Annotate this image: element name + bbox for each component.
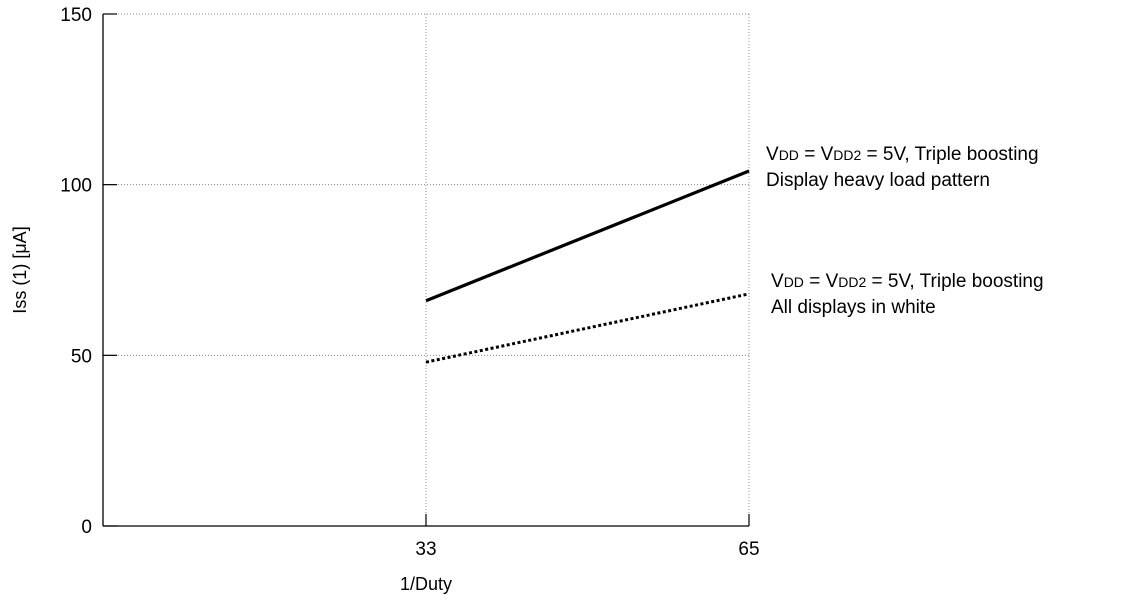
x-ticks: 33 65	[415, 514, 760, 560]
annotation-subscript: DD2	[838, 274, 866, 290]
annotation-text: = 5V, Triple boosting	[861, 144, 1038, 165]
grid-lines	[103, 13, 750, 526]
y-tick-label: 50	[71, 346, 92, 367]
annotation-text: V	[771, 271, 784, 292]
annotation-subscript: DD	[784, 274, 804, 290]
x-tick-label: 33	[415, 539, 436, 560]
annotation-subscript: DD2	[833, 147, 861, 163]
annotation-description-line: All displays in white	[771, 297, 936, 318]
annotation-description-line: Display heavy load pattern	[766, 170, 990, 191]
series-line-dotted	[425, 292, 750, 364]
annotation-condition-line: VDD = VDD2 = 5V, Triple boosting	[771, 271, 1044, 292]
y-axis-title: Iss (1) [μA]	[10, 226, 30, 313]
series-line-solid	[425, 169, 750, 303]
annotation-text: = 5V, Triple boosting	[866, 271, 1043, 292]
annotation-text: = V	[804, 271, 839, 292]
annotations: VDD = VDD2 = 5V, Triple boostingDisplay …	[766, 144, 1044, 318]
x-axis-title: 1/Duty	[400, 574, 452, 594]
x-tick-label: 65	[738, 539, 759, 560]
annotation-text: = V	[799, 144, 834, 165]
annotation-subscript: DD	[779, 147, 799, 163]
y-tick-label: 100	[60, 176, 92, 197]
annotation-text: V	[766, 144, 779, 165]
y-tick-label: 0	[81, 517, 92, 538]
annotation-condition-line: VDD = VDD2 = 5V, Triple boosting	[766, 144, 1039, 165]
y-ticks: 0 50 100 150	[60, 5, 117, 538]
y-tick-label: 150	[60, 5, 92, 26]
series	[425, 169, 750, 364]
